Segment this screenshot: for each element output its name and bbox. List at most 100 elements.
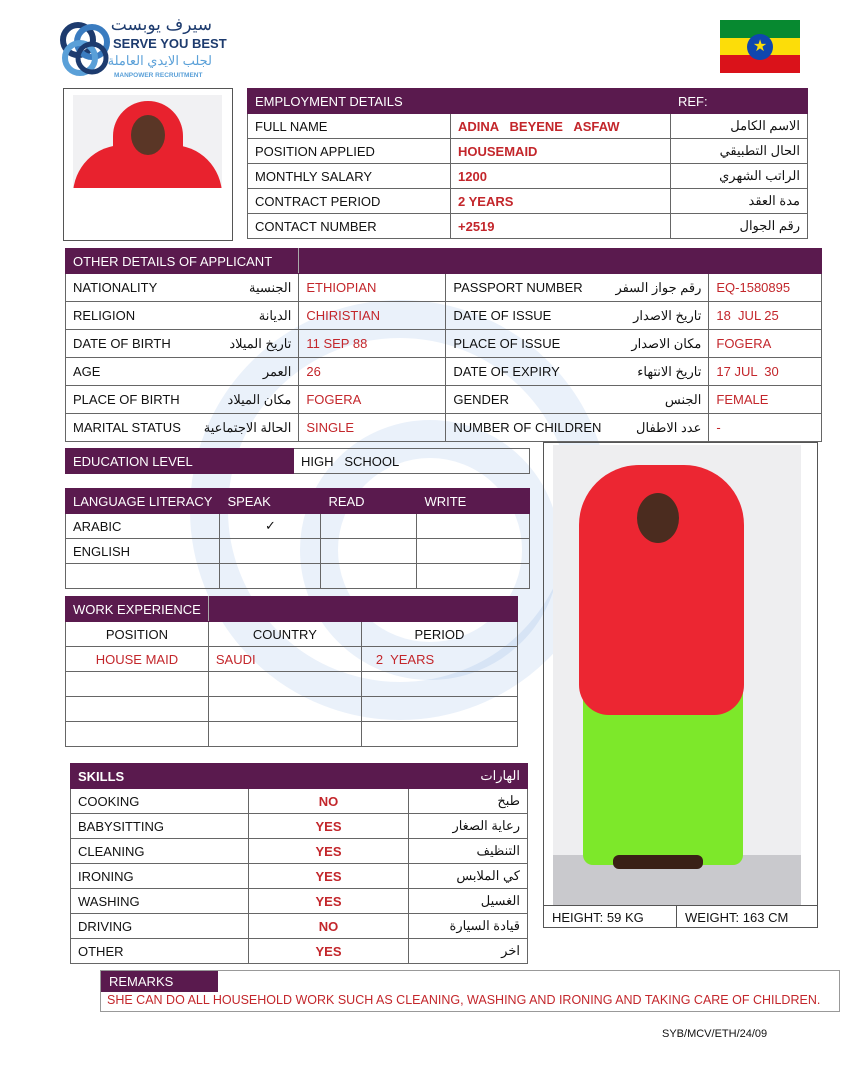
document-code: SYB/MCV/ETH/24/09 xyxy=(662,1028,768,1040)
skill-value: NO xyxy=(248,788,409,814)
field-label-arabic: الحال التطبيقي xyxy=(670,138,808,164)
language-name xyxy=(64,563,221,589)
table-row: OTHER YES اخر xyxy=(70,938,528,964)
field-label-arabic: الجنس xyxy=(608,385,710,414)
field-value: 26 xyxy=(298,357,447,386)
skill-name-arabic: قيادة السيارة xyxy=(408,913,528,939)
field-label: CONTRACT PERIOD xyxy=(247,188,451,214)
skill-name-arabic: اخر xyxy=(408,938,528,964)
field-label: POSITION APPLIED xyxy=(247,138,451,164)
work-cell xyxy=(360,671,519,697)
skill-name-arabic: طبخ xyxy=(408,788,528,814)
skill-name: BABYSITTING xyxy=(70,813,249,839)
language-table: LANGUAGE LITERACY SPEAK READ WRITE ARABIC ✓ E… xyxy=(64,488,530,589)
applicant-portrait-photo xyxy=(73,95,222,188)
flag-emblem-icon: ★ xyxy=(747,34,773,60)
skill-value: YES xyxy=(248,838,409,864)
weight-label: WEIGHT: 163 CM xyxy=(677,905,818,928)
field-label: RELIGION xyxy=(64,301,188,330)
logo-arabic-sub: لجلب الايدي العاملة xyxy=(107,53,212,68)
table-row: BABYSITTING YES رعاية الصغار xyxy=(70,813,528,839)
work-column-header: PERIOD xyxy=(360,621,519,647)
field-label-arabic: العمر xyxy=(187,357,300,386)
table-row: ARABIC ✓ xyxy=(64,513,530,539)
skill-name: OTHER xyxy=(70,938,249,964)
language-column-header: WRITE xyxy=(416,488,530,514)
field-value: SINGLE xyxy=(298,413,447,442)
skill-name: WASHING xyxy=(70,888,249,914)
table-row: ENGLISH xyxy=(64,538,530,564)
table-row xyxy=(65,696,519,722)
language-checkbox xyxy=(219,538,322,564)
work-cell xyxy=(65,671,209,697)
employment-details-table: EMPLOYMENT DETAILS REF: FULL NAME ADINA BE… xyxy=(247,88,808,239)
language-checkbox xyxy=(416,538,530,564)
table-row: CONTACT NUMBER +2519 رقم الجوال xyxy=(247,213,808,239)
skill-value: YES xyxy=(248,938,409,964)
field-value: - xyxy=(708,413,822,442)
table-row xyxy=(65,671,519,697)
language-column-header: LANGUAGE LITERACY xyxy=(64,488,221,514)
table-row: FULL NAME ADINA BEYENE ASFAW الاسم الكامل xyxy=(247,113,808,139)
field-label-arabic: الحالة الاجتماعية xyxy=(187,413,300,442)
work-cell xyxy=(207,696,362,722)
field-value: HOUSEMAID xyxy=(450,138,671,164)
skill-name: IRONING xyxy=(70,863,249,889)
table-row: CLEANING YES التنظيف xyxy=(70,838,528,864)
knot-logo-icon xyxy=(60,22,110,76)
field-label-arabic: تاريخ الميلاد xyxy=(187,329,300,358)
table-row: AGE العمر 26 DATE OF EXPIRY تاريخ الانتهاء 17… xyxy=(64,357,822,386)
table-row: WASHING YES الغسيل xyxy=(70,888,528,914)
work-cell xyxy=(207,721,362,747)
language-checkbox xyxy=(416,513,530,539)
work-cell xyxy=(207,671,362,697)
table-row: COOKING NO طبخ xyxy=(70,788,528,814)
field-label: NUMBER OF CHILDREN xyxy=(445,413,609,442)
field-label-arabic: رقم الجوال xyxy=(670,213,808,239)
logo-sub: MANPOWER RECRUITMENT xyxy=(114,72,203,79)
table-row: MONTHLY SALARY 1200 الراتب الشهري xyxy=(247,163,808,189)
skill-value: YES xyxy=(248,863,409,889)
other-details-table: OTHER DETAILS OF APPLICANT NATIONALITY ال… xyxy=(64,248,822,442)
table-row: DRIVING NO قيادة السيارة xyxy=(70,913,528,939)
applicant-full-photo xyxy=(553,445,801,905)
work-cell xyxy=(360,696,519,722)
work-title: WORK EXPERIENCE xyxy=(65,596,209,622)
field-value: FOGERA xyxy=(298,385,447,414)
skill-name: COOKING xyxy=(70,788,249,814)
work-cell xyxy=(65,696,209,722)
height-label: HEIGHT: 59 KG xyxy=(544,905,677,928)
field-label: GENDER xyxy=(445,385,609,414)
table-row: RELIGION الديانة CHIRISTIAN DATE OF ISSUE تا… xyxy=(64,301,822,330)
field-value: ADINA BEYENE ASFAW xyxy=(450,113,671,139)
field-label: NATIONALITY xyxy=(64,273,188,302)
skill-name-arabic: رعاية الصغار xyxy=(408,813,528,839)
field-value: 18 JUL 25 xyxy=(708,301,822,330)
field-value: CHIRISTIAN xyxy=(298,301,447,330)
field-value: +2519 xyxy=(450,213,671,239)
education-label: EDUCATION LEVEL xyxy=(65,448,294,474)
language-column-header: READ xyxy=(320,488,418,514)
field-label-arabic: رقم جواز السفر xyxy=(608,273,710,302)
field-label-arabic: تاريخ الاصدار xyxy=(608,301,710,330)
field-label: MONTHLY SALARY xyxy=(247,163,451,189)
field-label: PASSPORT NUMBER xyxy=(445,273,609,302)
table-row: CONTRACT PERIOD 2 YEARS مدة العقد xyxy=(247,188,808,214)
remarks-box: REMARKS SHE CAN DO ALL HOUSEHOLD WORK SU… xyxy=(100,970,840,1012)
field-label-arabic: الاسم الكامل xyxy=(670,113,808,139)
language-column-header: SPEAK xyxy=(219,488,322,514)
company-logo: سيرف يوبست SERVE YOU BEST لجلب الايدي ال… xyxy=(58,16,228,82)
field-label-arabic: الديانة xyxy=(187,301,300,330)
language-name: ENGLISH xyxy=(64,538,221,564)
field-value: FEMALE xyxy=(708,385,822,414)
table-row: IRONING YES كي الملابس xyxy=(70,863,528,889)
field-label: DATE OF BIRTH xyxy=(64,329,188,358)
field-label-arabic: تاريخ الانتهاء xyxy=(608,357,710,386)
language-checkbox xyxy=(416,563,530,589)
skill-value: YES xyxy=(248,888,409,914)
logo-arabic: سيرف يوبست xyxy=(110,15,212,34)
field-label-arabic: الجنسية xyxy=(187,273,300,302)
work-column-header: POSITION xyxy=(65,621,209,647)
work-column-header: COUNTRY xyxy=(207,621,362,647)
applicant-full-photo-frame: HEIGHT: 59 KG WEIGHT: 163 CM xyxy=(543,442,818,928)
